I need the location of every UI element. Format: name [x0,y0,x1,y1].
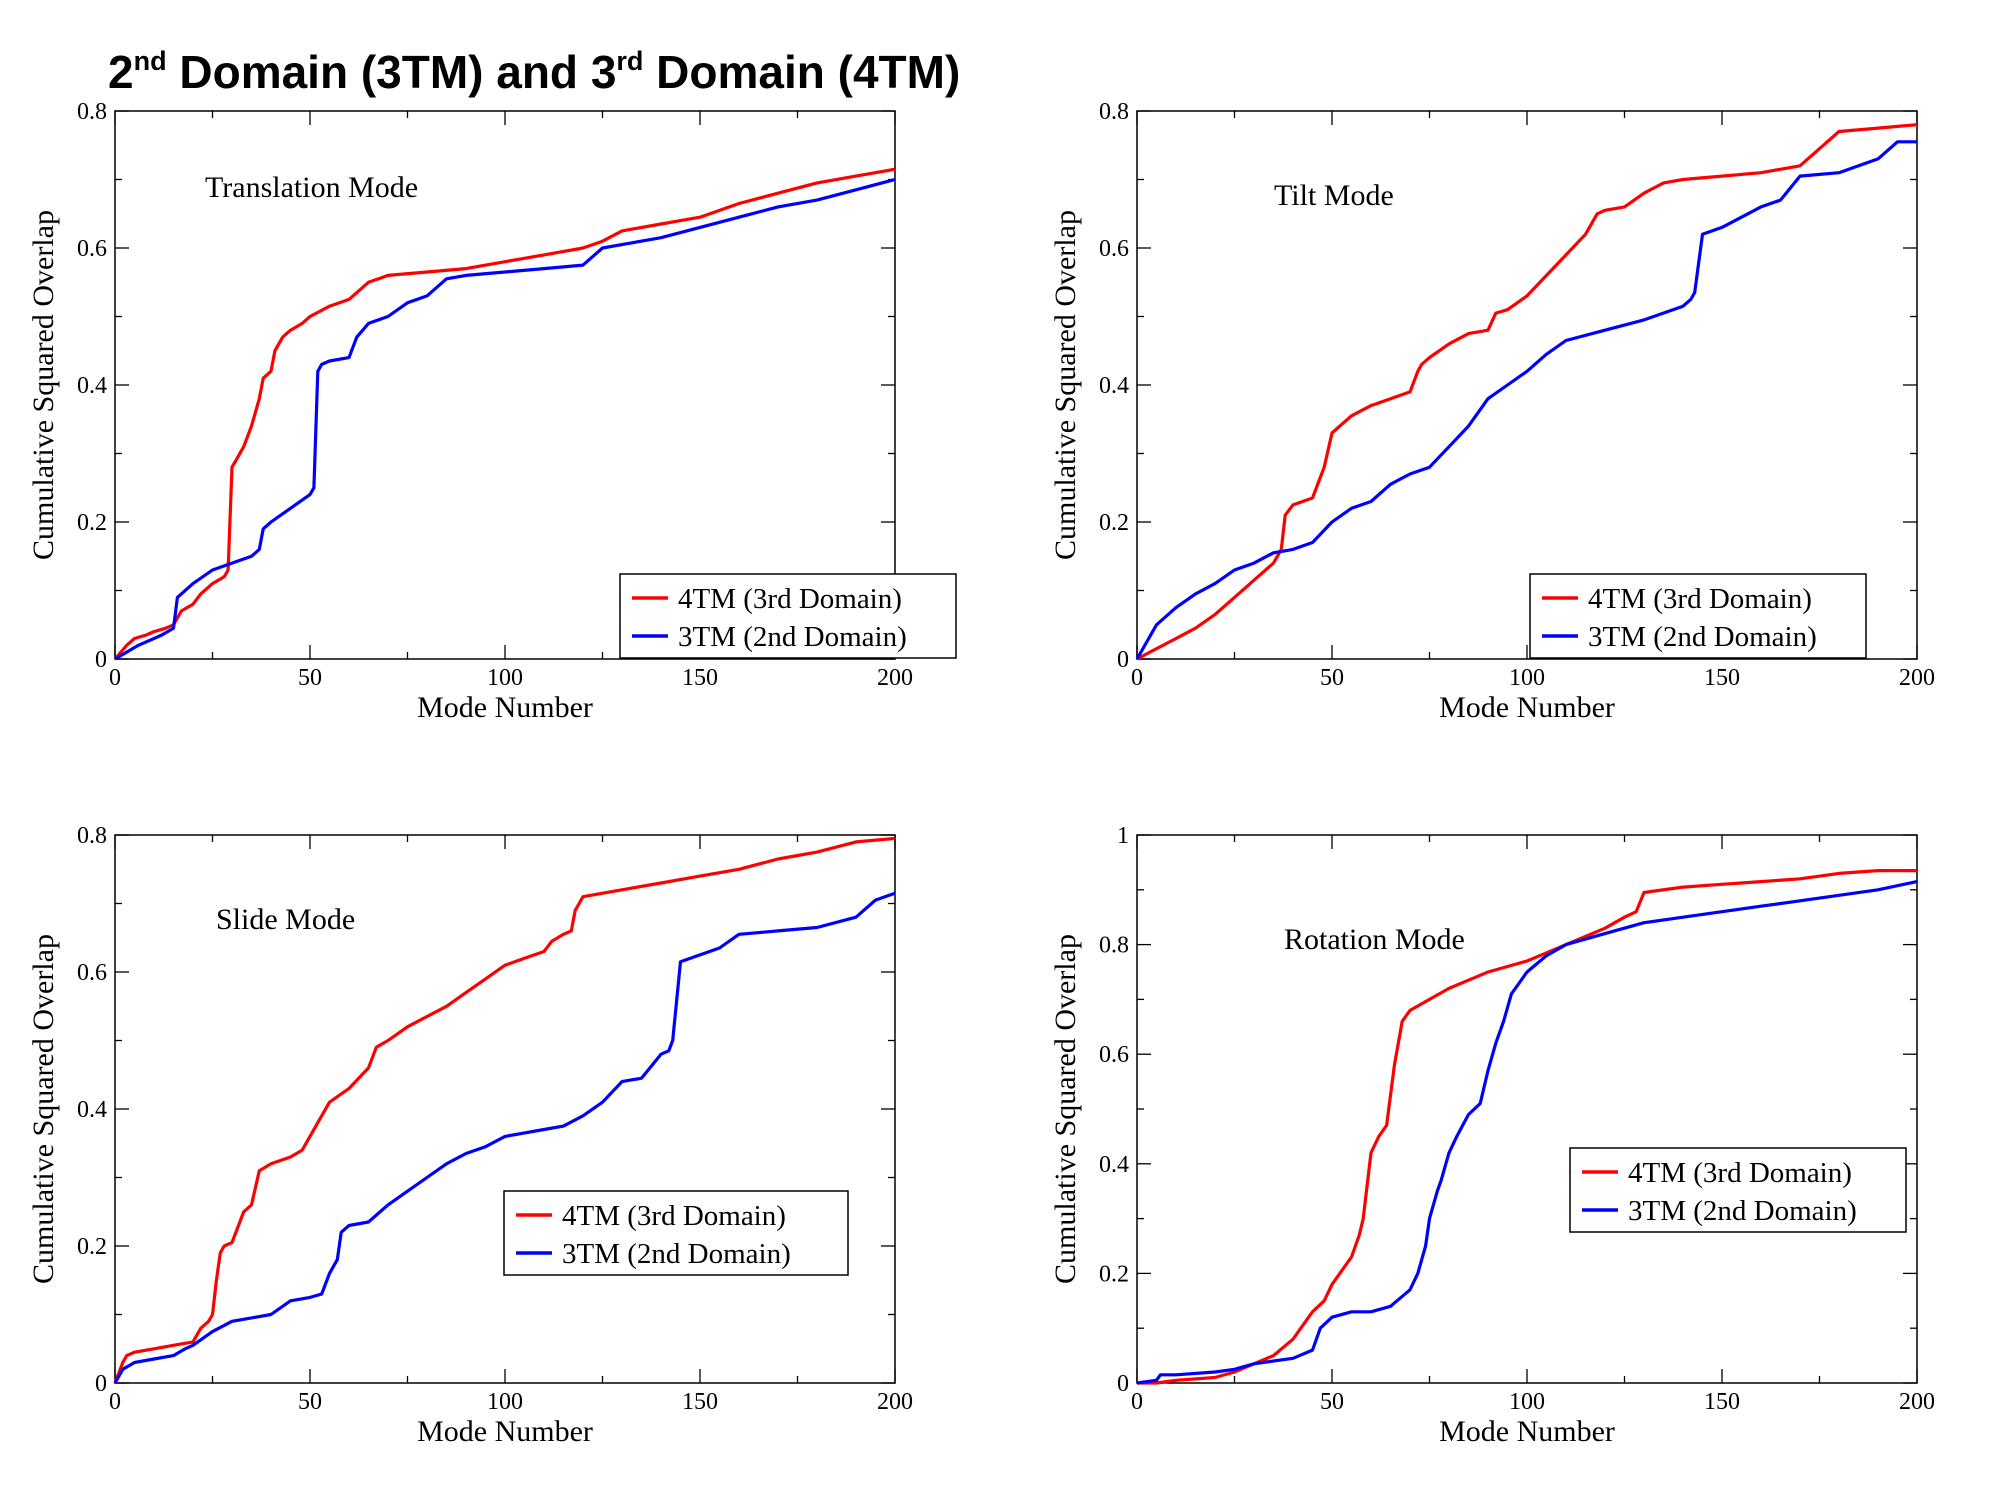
y-tick-label: 1 [1117,823,1129,849]
y-axis-label: Cumulative Squared Overlap [1049,210,1082,560]
legend-box [503,1190,849,1276]
y-tick-label: 0.6 [1099,236,1129,262]
y-axis-label: Cumulative Squared Overlap [27,210,60,560]
x-tick-label: 100 [487,665,523,691]
y-tick-label: 0.6 [77,236,107,262]
x-tick-label: 150 [1704,1389,1740,1415]
legend: 4TM (3rd Domain) 3TM (2nd Domain) [503,1190,849,1276]
y-tick-label: 0.8 [1099,99,1129,125]
y-tick-label: 0.2 [1099,510,1129,536]
legend-label: 4TM (3rd Domain) [1588,583,1812,615]
chart-title: Translation Mode [205,171,418,204]
x-tick-label: 100 [1509,1389,1545,1415]
x-tick-label: 100 [1509,665,1545,691]
x-tick-label: 50 [1320,665,1344,691]
chart-title: Tilt Mode [1274,179,1394,212]
x-axis-label: Mode Number [1439,691,1615,724]
y-tick-label: 0 [1117,1371,1129,1397]
chart-2: 0 50 100 150 200 0 0.2 0.4 0.6 0.8 Mode Number Cumu… [1049,99,1935,724]
legend: 4TM (3rd Domain) 3TM (2nd Domain) [1569,1147,1907,1233]
x-tick-label: 0 [1131,665,1143,691]
y-tick-label: 0.4 [1099,373,1129,399]
x-axis-label: Mode Number [417,691,593,724]
legend-label: 3TM (2nd Domain) [678,621,907,653]
series-line-3tm [1135,140,1917,660]
y-tick-label: 0.6 [1099,1042,1129,1068]
chart-4: 0 50 100 150 200 0 0.2 0.4 0.6 0.8 1 Mode Number Cum… [1049,823,1935,1448]
x-tick-label: 150 [682,1389,718,1415]
y-tick-label: 0 [95,1371,107,1397]
x-tick-label: 0 [109,1389,121,1415]
x-tick-label: 100 [487,1389,523,1415]
legend-label: 4TM (3rd Domain) [562,1200,786,1232]
y-tick-label: 0.2 [1099,1261,1129,1287]
legend: 4TM (3rd Domain) 3TM (2nd Domain) [1529,573,1867,659]
page-title: 2nd Domain (3TM) and 3rd Domain (4TM) [108,45,961,98]
x-tick-label: 200 [877,1389,913,1415]
x-tick-label: 50 [298,1389,322,1415]
plot-frame [1136,834,1918,1384]
legend-label: 4TM (3rd Domain) [1628,1157,1852,1189]
y-tick-label: 0.8 [77,823,107,849]
series-line-3tm [1136,880,1918,1385]
y-tick-label: 0.2 [77,510,107,536]
legend-label: 3TM (2nd Domain) [562,1238,791,1270]
y-tick-label: 0.2 [77,1234,107,1260]
chart-1: 0 50 100 150 200 0 0.2 0.4 0.6 0.8 Mode Number Cumu… [27,99,957,724]
legend-label: 3TM (2nd Domain) [1628,1195,1857,1227]
series-line-4tm [1136,123,1918,661]
legend-box [619,573,957,659]
chart-3: 0 50 100 150 200 0 0.2 0.4 0.6 0.8 Mode Number Cumu… [27,823,913,1448]
y-tick-label: 0.4 [77,1097,107,1123]
legend-box [1529,573,1867,659]
chart-title: Slide Mode [216,903,355,936]
y-tick-label: 0 [95,647,107,673]
y-tick-label: 0 [1117,647,1129,673]
series-line-3tm [114,177,896,661]
x-axis-label: Mode Number [1439,1415,1615,1448]
x-tick-label: 50 [1320,1389,1344,1415]
legend-label: 4TM (3rd Domain) [678,583,902,615]
legend: 4TM (3rd Domain) 3TM (2nd Domain) [619,573,957,659]
y-axis-label: Cumulative Squared Overlap [1049,934,1082,1284]
series-line-4tm [113,167,896,661]
y-axis-label: Cumulative Squared Overlap [27,934,60,1284]
legend-label: 3TM (2nd Domain) [1588,621,1817,653]
y-tick-label: 0.6 [77,960,107,986]
x-tick-label: 0 [109,665,121,691]
y-tick-label: 0.4 [77,373,107,399]
legend-box [1569,1147,1907,1233]
series-line-4tm [113,836,896,1384]
x-tick-label: 200 [1899,665,1935,691]
y-tick-label: 0.8 [77,99,107,125]
x-tick-label: 150 [682,665,718,691]
x-tick-label: 150 [1704,665,1740,691]
x-tick-label: 0 [1131,1389,1143,1415]
y-tick-label: 0.4 [1099,1152,1129,1178]
series-line-4tm [1137,868,1917,1385]
chart-title: Rotation Mode [1284,923,1465,956]
x-tick-label: 200 [877,665,913,691]
x-tick-label: 50 [298,665,322,691]
y-tick-label: 0.8 [1099,933,1129,959]
series-line-3tm [113,891,896,1384]
x-tick-label: 200 [1899,1389,1935,1415]
x-axis-label: Mode Number [417,1415,593,1448]
